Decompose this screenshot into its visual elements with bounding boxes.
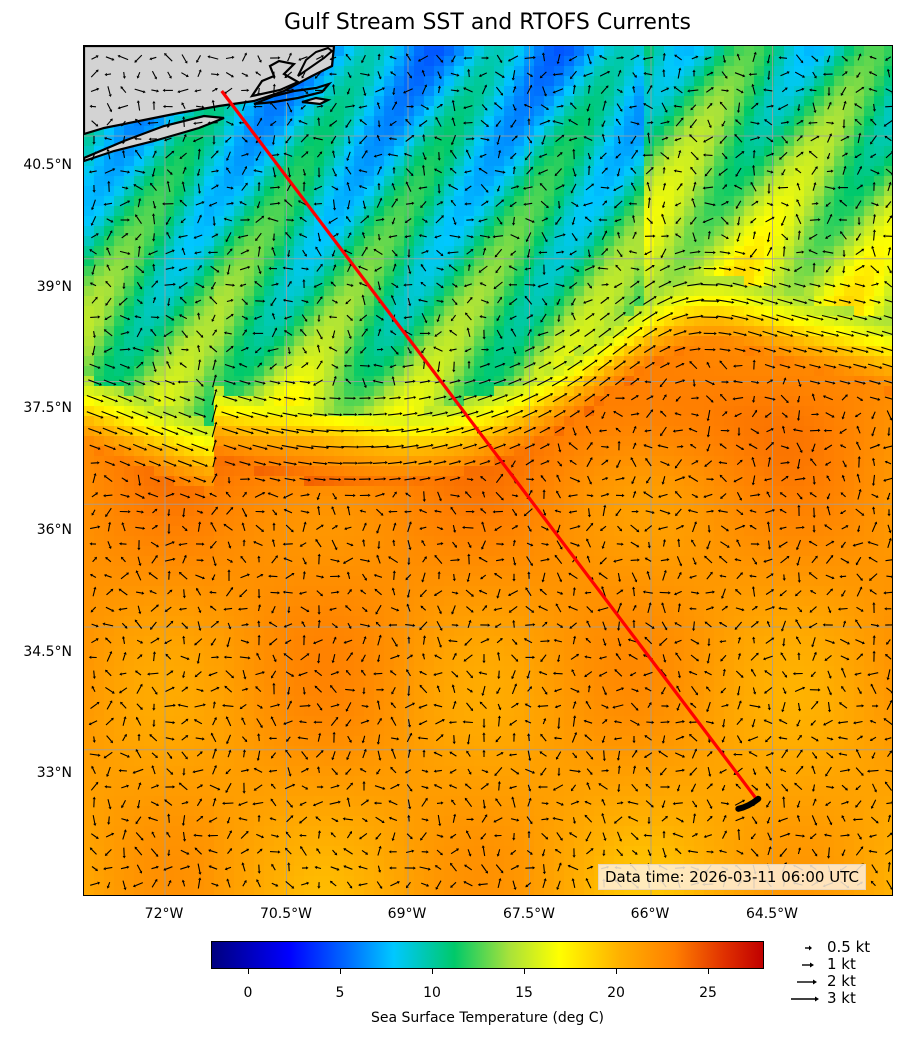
colorbar-tick-label: 10 — [423, 985, 441, 1001]
lat-label: 37.5°N — [23, 400, 72, 416]
lon-label: 67.5°W — [502, 906, 555, 922]
quiver-key-3kt: 3 kt — [788, 989, 898, 1007]
quiver-key-label: 3 kt — [827, 989, 856, 1007]
lat-label: 34.5°N — [23, 644, 72, 660]
colorbar-tick — [432, 969, 433, 974]
sst-colorbar — [211, 941, 764, 969]
quiver-key-2kt: 2 kt — [788, 972, 898, 990]
current-arrows — [86, 51, 892, 891]
route-line — [220, 90, 758, 800]
lat-label: 33°N — [36, 765, 72, 781]
lon-label: 69°W — [387, 906, 427, 922]
quiver-key-label: 2 kt — [827, 972, 856, 990]
colorbar-tick — [248, 969, 249, 974]
sst-layer — [84, 46, 892, 895]
lon-label: 70.5°W — [259, 906, 312, 922]
chart-title: Gulf Stream SST and RTOFS Currents — [284, 10, 691, 35]
route-track — [220, 90, 762, 812]
map-panel[interactable] — [83, 45, 893, 896]
arrow-icon — [802, 962, 814, 968]
gridlines — [84, 46, 892, 895]
quiver-key-1kt: 1 kt — [788, 955, 898, 973]
colorbar-tick — [340, 969, 341, 974]
colorbar-tick-label: 20 — [607, 985, 625, 1001]
map-canvas — [84, 46, 892, 895]
colorbar-title: Sea Surface Temperature (deg C) — [371, 1010, 604, 1026]
lat-label: 36°N — [36, 522, 72, 538]
colorbar-tick-label: 25 — [699, 985, 717, 1001]
quiver-key-label: 1 kt — [827, 955, 856, 973]
bermuda-island — [735, 795, 762, 812]
colorbar-tick-label: 0 — [243, 985, 253, 1001]
colorbar-tick — [616, 969, 617, 974]
lon-label: 64.5°W — [745, 906, 798, 922]
lat-label: 40.5°N — [23, 157, 72, 173]
quiver-key-0.5kt: 0.5 kt — [788, 938, 898, 956]
lon-label: 66°W — [630, 906, 670, 922]
colorbar-tick-label: 15 — [515, 985, 533, 1001]
arrow-icon — [805, 945, 812, 951]
quiver-key-label: 0.5 kt — [827, 938, 871, 956]
lat-label: 39°N — [36, 279, 72, 295]
colorbar-tick-label: 5 — [335, 985, 345, 1001]
lon-label: 72°W — [144, 906, 184, 922]
colorbar-tick — [708, 969, 709, 974]
colorbar-tick — [524, 969, 525, 974]
arrow-icon — [791, 996, 819, 1002]
arrow-icon — [797, 979, 817, 985]
data-time-label: Data time: 2026-03-11 06:00 UTC — [598, 864, 866, 890]
